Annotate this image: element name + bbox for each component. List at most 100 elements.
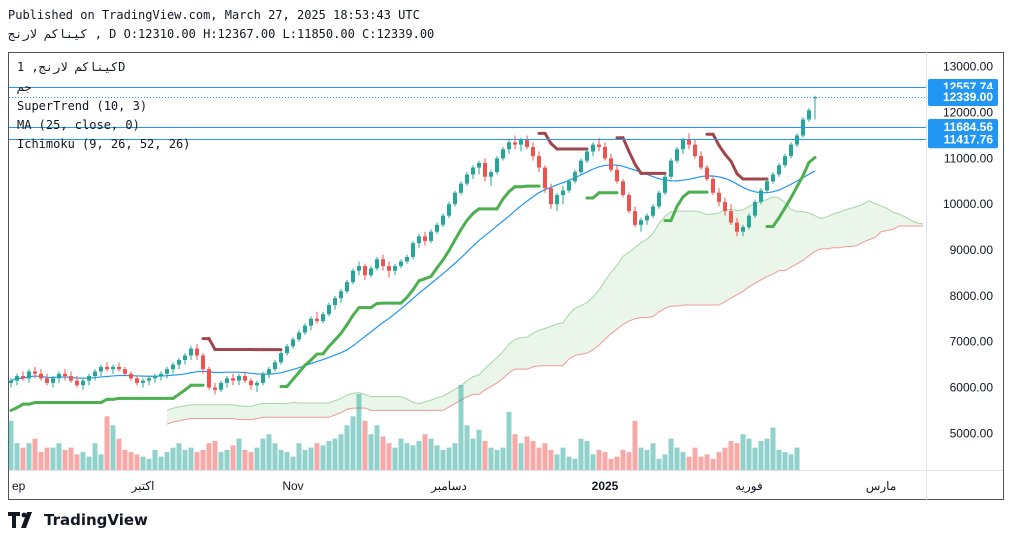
candle (51, 376, 55, 388)
candle-body (219, 382, 223, 390)
volume-bar (284, 452, 290, 470)
candle-body (687, 140, 691, 145)
volume-bar (530, 440, 536, 470)
price-axis-tick-label: 6000.00 (950, 381, 994, 395)
candle-body (543, 167, 547, 189)
volume-bar (500, 447, 506, 470)
candle (201, 353, 205, 374)
supertrend-segment (795, 174, 805, 189)
candle (735, 217, 739, 237)
time-axis[interactable]: ep اكتبر Nov دسامبر 2025 فوريه مارس (12, 479, 896, 493)
supertrend-segment (783, 196, 793, 210)
volume-bar (692, 447, 698, 470)
volume-bar (206, 443, 212, 470)
candle (291, 337, 295, 349)
candle (621, 179, 625, 198)
ichimoku-cloud-fill (167, 196, 923, 425)
legend-ma[interactable]: MA (25, close, 0) (17, 118, 140, 132)
volume-bar (242, 449, 248, 470)
candle-body (729, 211, 733, 223)
candle (9, 378, 13, 388)
candle-body (393, 266, 397, 271)
legend-symbol[interactable]: كيناكم لارنج, 1D (17, 60, 126, 74)
candle (633, 206, 637, 228)
volume-bar (44, 447, 50, 470)
candle (231, 373, 235, 386)
candle-body (9, 380, 13, 383)
candle (477, 160, 481, 175)
candle (627, 192, 631, 214)
candle (297, 330, 301, 342)
candle (537, 151, 541, 173)
candle (417, 234, 421, 248)
candle-body (363, 266, 367, 276)
candle (285, 343, 289, 356)
candle (681, 137, 685, 154)
volume-bar (686, 456, 692, 470)
volume-bar (518, 443, 524, 470)
supertrend-segment (453, 228, 463, 242)
supertrend-segment (717, 143, 727, 156)
legend-currency: جم (17, 80, 32, 94)
volume-bar (110, 425, 116, 470)
volume-bar (632, 420, 638, 470)
volume-bar (248, 452, 254, 470)
candle-body (375, 259, 379, 269)
candle (273, 360, 277, 372)
candle (579, 158, 583, 175)
tradingview-logo[interactable]: TradingView (8, 511, 148, 529)
candle (519, 137, 523, 152)
volume-bar (638, 447, 644, 470)
volume-bar (566, 456, 572, 470)
candle-body (297, 332, 301, 340)
volume-bar (734, 443, 740, 470)
candle-body (453, 192, 457, 205)
price-axis[interactable]: 13000.00 12000.00 11000.00 10000.00 9000.00 8… (943, 60, 993, 441)
candle-body (309, 318, 313, 326)
candle (651, 204, 655, 218)
candle-body (99, 366, 103, 372)
candle (27, 369, 31, 383)
candle-body (681, 140, 685, 150)
candle-body (417, 236, 421, 244)
volume-bar (428, 438, 434, 470)
candle (21, 371, 25, 381)
supertrend-segment (771, 216, 781, 229)
candle-body (669, 160, 673, 177)
candle (75, 376, 79, 388)
candle-body (765, 181, 769, 191)
candle (105, 362, 109, 372)
ichimoku-cloud (166, 196, 924, 425)
candle-body (645, 215, 649, 221)
legend-ichimoku[interactable]: Ichimoku (9, 26, 52, 26) (17, 137, 191, 151)
volume-bar (356, 393, 362, 470)
candle (507, 140, 511, 154)
candle (57, 371, 61, 383)
candle (423, 231, 427, 246)
candle (129, 371, 133, 381)
candle (693, 140, 697, 159)
price-axis-tick-label: 12000.00 (943, 106, 993, 120)
candle (459, 181, 463, 196)
candle-body (183, 355, 187, 361)
candle-body (567, 181, 571, 191)
candle (609, 153, 613, 173)
candle-body (177, 360, 181, 365)
legend-supertrend[interactable]: SuperTrend (10, 3) (17, 99, 148, 113)
volume-bar (728, 440, 734, 470)
candle-body (717, 192, 721, 202)
candle-body (141, 380, 145, 383)
volume-bar (188, 447, 194, 470)
candle (435, 222, 439, 235)
candle-body (519, 140, 523, 145)
candle (195, 343, 199, 361)
volume-bar (182, 449, 188, 470)
volume-bar (176, 443, 182, 470)
candle-body (213, 387, 217, 390)
candle-body (357, 266, 361, 271)
candle-body (165, 369, 169, 374)
candle-body (249, 380, 253, 386)
volume-bar (644, 449, 650, 470)
